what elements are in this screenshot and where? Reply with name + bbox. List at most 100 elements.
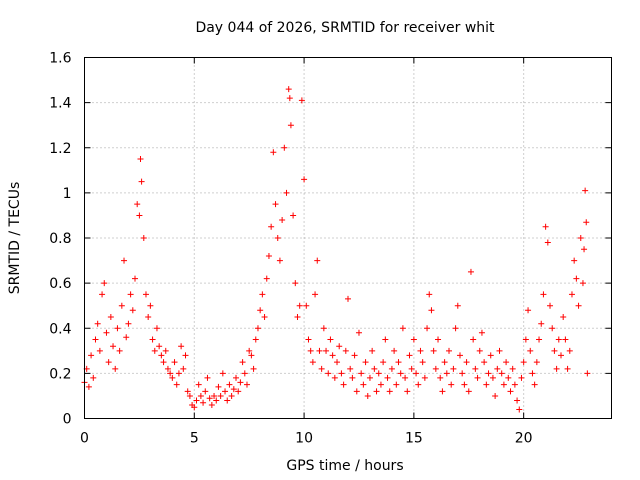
data-point — [281, 144, 288, 151]
data-point — [261, 313, 268, 320]
data-point — [340, 381, 347, 388]
data-point — [325, 370, 332, 377]
data-point — [450, 365, 457, 372]
data-point — [169, 374, 176, 381]
data-point — [147, 302, 154, 309]
data-point — [200, 399, 207, 406]
data-point — [173, 381, 180, 388]
data-point — [103, 329, 110, 336]
data-point — [156, 343, 163, 350]
data-point — [562, 336, 569, 343]
data-point — [463, 359, 470, 366]
data-point — [110, 343, 117, 350]
data-point — [237, 379, 244, 386]
data-point — [494, 365, 501, 372]
data-point — [573, 275, 580, 282]
data-point — [529, 370, 536, 377]
data-point — [402, 374, 409, 381]
data-point — [99, 291, 106, 298]
data-point — [538, 320, 545, 327]
y-tick-label: 1.4 — [49, 96, 71, 112]
data-point — [527, 347, 534, 354]
data-point — [582, 187, 589, 194]
data-point — [222, 388, 229, 395]
data-point — [301, 176, 308, 183]
data-point — [265, 253, 272, 260]
data-point — [476, 347, 483, 354]
data-point — [441, 359, 448, 366]
data-point — [478, 329, 485, 336]
data-point — [118, 302, 125, 309]
data-point — [101, 280, 108, 287]
x-tick-label: 20 — [515, 431, 533, 447]
grid — [84, 57, 612, 419]
data-point — [575, 302, 582, 309]
data-point — [467, 268, 474, 275]
data-point — [158, 352, 165, 359]
data-point — [208, 401, 215, 408]
data-point — [351, 352, 358, 359]
data-point — [305, 336, 312, 343]
data-point — [353, 388, 360, 395]
data-point — [85, 383, 92, 390]
data-point — [316, 347, 323, 354]
data-point — [204, 374, 211, 381]
data-point — [581, 246, 588, 253]
data-point — [421, 374, 428, 381]
data-point — [112, 365, 119, 372]
data-point — [525, 307, 532, 314]
data-point — [90, 374, 97, 381]
data-point — [413, 370, 420, 377]
data-point — [364, 392, 371, 399]
data-point — [320, 325, 327, 332]
data-point — [579, 280, 586, 287]
data-point — [206, 395, 213, 402]
data-point — [94, 320, 101, 327]
data-point — [127, 291, 134, 298]
data-point — [410, 336, 417, 343]
data-point — [560, 313, 567, 320]
data-point — [485, 370, 492, 377]
data-point — [105, 359, 112, 366]
data-point — [446, 347, 453, 354]
y-tick-labels: 0 0.2 0.4 0.6 0.8 1 1.2 1.4 1.6 — [49, 51, 71, 428]
data-point — [371, 365, 378, 372]
data-point — [121, 257, 128, 264]
data-point — [307, 347, 314, 354]
x-tick-label: 10 — [295, 431, 313, 447]
data-points — [81, 86, 591, 413]
data-point — [470, 336, 477, 343]
data-point — [270, 149, 277, 156]
data-point — [125, 320, 132, 327]
data-point — [583, 219, 590, 226]
data-point — [448, 381, 455, 388]
data-point — [241, 370, 248, 377]
data-point — [239, 359, 246, 366]
y-tick-label: 0.2 — [49, 366, 71, 382]
data-point — [395, 359, 402, 366]
data-point — [184, 388, 191, 395]
data-point — [145, 313, 152, 320]
data-point — [286, 95, 293, 102]
data-point — [566, 347, 573, 354]
data-point — [138, 178, 145, 185]
data-point — [136, 212, 143, 219]
data-point — [193, 397, 200, 404]
data-point — [553, 365, 560, 372]
data-point — [114, 325, 121, 332]
data-point — [318, 365, 325, 372]
data-point — [391, 347, 398, 354]
data-point — [439, 388, 446, 395]
data-point — [211, 392, 218, 399]
data-point — [191, 404, 198, 411]
data-point — [542, 223, 549, 230]
data-point — [323, 347, 330, 354]
data-point — [382, 336, 389, 343]
data-point — [217, 392, 224, 399]
data-point — [298, 97, 305, 104]
data-point — [404, 388, 411, 395]
data-point — [292, 280, 299, 287]
data-point — [399, 325, 406, 332]
data-point — [424, 325, 431, 332]
data-point — [195, 381, 202, 388]
